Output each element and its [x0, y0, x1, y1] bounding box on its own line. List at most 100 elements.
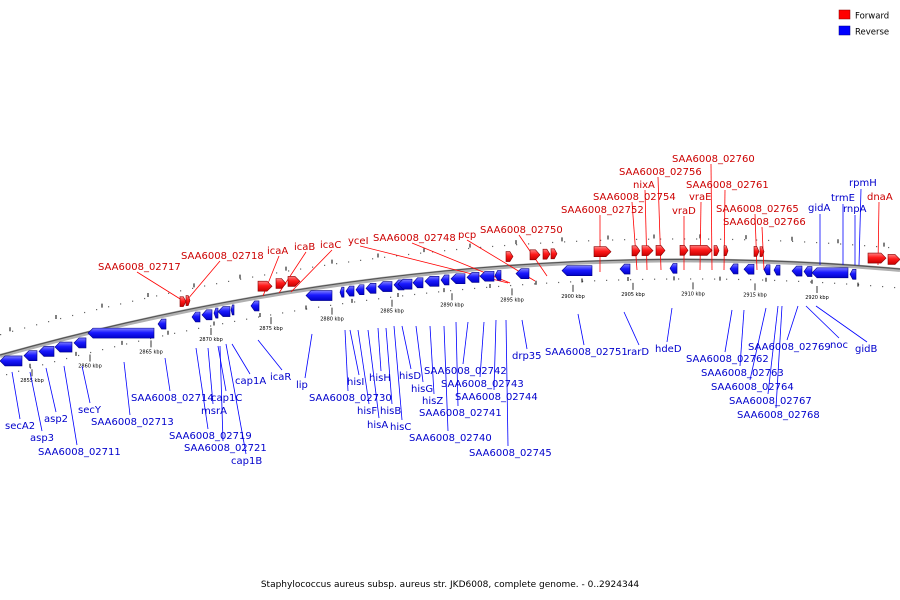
- forward-gene-label-saa6008-02752[interactable]: SAA6008_02752: [561, 205, 644, 216]
- forward-gene-label-saa6008-02766[interactable]: SAA6008_02766: [723, 217, 806, 228]
- reverse-gene-arrow[interactable]: [217, 306, 231, 317]
- reverse-gene-arrow[interactable]: [365, 283, 377, 294]
- reverse-gene-label-saa6008-02768[interactable]: SAA6008_02768: [737, 410, 820, 421]
- reverse-gene-arrow[interactable]: [377, 281, 393, 292]
- reverse-gene-label-hisz[interactable]: hisZ: [422, 396, 443, 407]
- reverse-gene-label-saa6008-02742[interactable]: SAA6008_02742: [424, 366, 507, 377]
- reverse-gene-arrow[interactable]: [849, 268, 857, 280]
- reverse-gene-arrow[interactable]: [191, 311, 201, 323]
- reverse-gene-label-hded[interactable]: hdeD: [655, 344, 682, 355]
- reverse-gene-label-noc[interactable]: noc: [830, 340, 848, 351]
- forward-gene-label-pcp[interactable]: pcp: [458, 230, 476, 241]
- reverse-gene-label-msra[interactable]: msrA: [201, 406, 227, 417]
- forward-gene-arrow[interactable]: [185, 295, 191, 306]
- forward-gene-arrow[interactable]: [529, 249, 541, 261]
- forward-gene-label-saa6008-02761[interactable]: SAA6008_02761: [686, 180, 769, 191]
- reverse-gene-arrow[interactable]: [213, 307, 219, 319]
- reverse-gene-arrow[interactable]: [669, 263, 678, 274]
- forward-gene-arrow[interactable]: [867, 252, 887, 264]
- forward-gene-label-saa6008-02718[interactable]: SAA6008_02718: [181, 251, 264, 262]
- reverse-gene-label-hisa[interactable]: hisA: [367, 420, 388, 431]
- reverse-gene-arrow[interactable]: [763, 264, 771, 276]
- reverse-gene-arrow[interactable]: [440, 274, 450, 286]
- reverse-gene-arrow[interactable]: [412, 277, 424, 289]
- reverse-gene-arrow[interactable]: [355, 284, 365, 296]
- reverse-gene-label-gida[interactable]: gidA: [808, 203, 830, 214]
- reverse-gene-arrow[interactable]: [803, 266, 813, 277]
- reverse-gene-label-saa6008-02714[interactable]: SAA6008_02714: [131, 393, 214, 404]
- reverse-gene-label-saa6008-02751[interactable]: SAA6008_02751: [545, 347, 628, 358]
- reverse-gene-arrow[interactable]: [811, 267, 849, 279]
- reverse-gene-label-saa6008-02763[interactable]: SAA6008_02763: [701, 368, 784, 379]
- reverse-gene-arrow[interactable]: [38, 346, 55, 357]
- reverse-gene-label-saa6008-02769[interactable]: SAA6008_02769: [748, 342, 831, 353]
- reverse-gene-label-saa6008-02711[interactable]: SAA6008_02711: [38, 447, 121, 458]
- reverse-gene-label-hisg[interactable]: hisG: [411, 384, 433, 395]
- reverse-gene-label-saa6008-02767[interactable]: SAA6008_02767: [729, 396, 812, 407]
- reverse-gene-arrow[interactable]: [157, 318, 167, 330]
- reverse-gene-arrow[interactable]: [450, 273, 466, 285]
- reverse-gene-arrow[interactable]: [729, 263, 739, 275]
- forward-gene-arrow[interactable]: [179, 296, 187, 307]
- forward-gene-arrow[interactable]: [275, 278, 287, 289]
- reverse-gene-label-hisc[interactable]: hisC: [390, 422, 411, 433]
- reverse-gene-arrow[interactable]: [515, 268, 530, 279]
- reverse-gene-arrow[interactable]: [479, 270, 495, 282]
- forward-gene-arrow[interactable]: [723, 245, 729, 257]
- reverse-gene-arrow[interactable]: [54, 341, 73, 353]
- reverse-gene-label-saa6008-02721[interactable]: SAA6008_02721: [184, 443, 267, 454]
- reverse-gene-label-asp2[interactable]: asp2: [44, 414, 68, 425]
- forward-gene-label-saa6008-02765[interactable]: SAA6008_02765: [716, 204, 799, 215]
- reverse-gene-label-saa6008-02743[interactable]: SAA6008_02743: [441, 379, 524, 390]
- reverse-gene-label-rpmh[interactable]: rpmH: [849, 178, 877, 189]
- reverse-gene-arrow[interactable]: [743, 263, 755, 275]
- reverse-gene-arrow[interactable]: [424, 275, 440, 287]
- forward-gene-arrow[interactable]: [287, 276, 301, 287]
- reverse-gene-arrow[interactable]: [339, 286, 345, 298]
- reverse-gene-arrow[interactable]: [23, 350, 38, 361]
- forward-gene-arrow[interactable]: [753, 246, 760, 257]
- reverse-gene-label-lip[interactable]: lip: [296, 380, 308, 391]
- reverse-gene-arrow[interactable]: [619, 263, 631, 275]
- reverse-gene-label-hish[interactable]: hisH: [369, 373, 391, 384]
- reverse-gene-label-saa6008-02741[interactable]: SAA6008_02741: [419, 408, 502, 419]
- reverse-gene-label-gidb[interactable]: gidB: [855, 344, 877, 355]
- forward-gene-arrow[interactable]: [257, 280, 273, 292]
- reverse-gene-label-rnpa[interactable]: rnpA: [843, 204, 867, 215]
- forward-gene-label-icaa[interactable]: icaA: [267, 246, 288, 257]
- forward-gene-arrow[interactable]: [713, 245, 720, 256]
- forward-gene-label-saa6008-02717[interactable]: SAA6008_02717: [98, 262, 181, 273]
- reverse-gene-label-saa6008-02762[interactable]: SAA6008_02762: [686, 354, 769, 365]
- forward-gene-label-icac[interactable]: icaC: [320, 240, 341, 251]
- reverse-gene-label-icar[interactable]: icaR: [270, 372, 291, 383]
- forward-gene-label-saa6008-02760[interactable]: SAA6008_02760: [672, 154, 755, 165]
- reverse-gene-arrow[interactable]: [230, 304, 235, 316]
- reverse-gene-arrow[interactable]: [561, 265, 593, 276]
- forward-gene-label-saa6008-02750[interactable]: SAA6008_02750: [480, 225, 563, 236]
- reverse-gene-arrow[interactable]: [250, 300, 260, 312]
- forward-gene-arrow[interactable]: [550, 248, 558, 260]
- forward-gene-label-nixa[interactable]: nixA: [633, 180, 655, 191]
- reverse-gene-arrow[interactable]: [791, 265, 803, 277]
- reverse-gene-arrow[interactable]: [397, 278, 413, 290]
- forward-gene-arrow[interactable]: [641, 245, 654, 256]
- reverse-gene-label-cap1a[interactable]: cap1A: [235, 376, 266, 387]
- forward-gene-label-icab[interactable]: icaB: [294, 242, 315, 253]
- reverse-gene-label-saa6008-02764[interactable]: SAA6008_02764: [711, 382, 794, 393]
- forward-gene-arrow[interactable]: [631, 245, 641, 257]
- forward-gene-arrow[interactable]: [542, 248, 551, 260]
- reverse-gene-label-saa6008-02740[interactable]: SAA6008_02740: [409, 433, 492, 444]
- reverse-gene-label-saa6008-02744[interactable]: SAA6008_02744: [455, 392, 538, 403]
- reverse-gene-label-saa6008-02730[interactable]: SAA6008_02730: [309, 393, 392, 404]
- reverse-gene-label-cap1c[interactable]: cap1C: [211, 393, 242, 404]
- forward-gene-label-saa6008-02756[interactable]: SAA6008_02756: [619, 167, 702, 178]
- forward-gene-label-dnaa[interactable]: dnaA: [867, 192, 893, 203]
- forward-gene-arrow[interactable]: [887, 254, 900, 265]
- forward-gene-arrow[interactable]: [505, 251, 514, 262]
- reverse-gene-arrow[interactable]: [73, 337, 87, 349]
- forward-gene-label-vrad[interactable]: vraD: [672, 206, 696, 217]
- forward-gene-label-vrae[interactable]: vraE: [689, 192, 711, 203]
- reverse-gene-label-trme[interactable]: trmE: [831, 193, 855, 204]
- reverse-gene-label-hisf[interactable]: hisF: [357, 406, 377, 417]
- reverse-gene-label-drp35[interactable]: drp35: [512, 351, 542, 362]
